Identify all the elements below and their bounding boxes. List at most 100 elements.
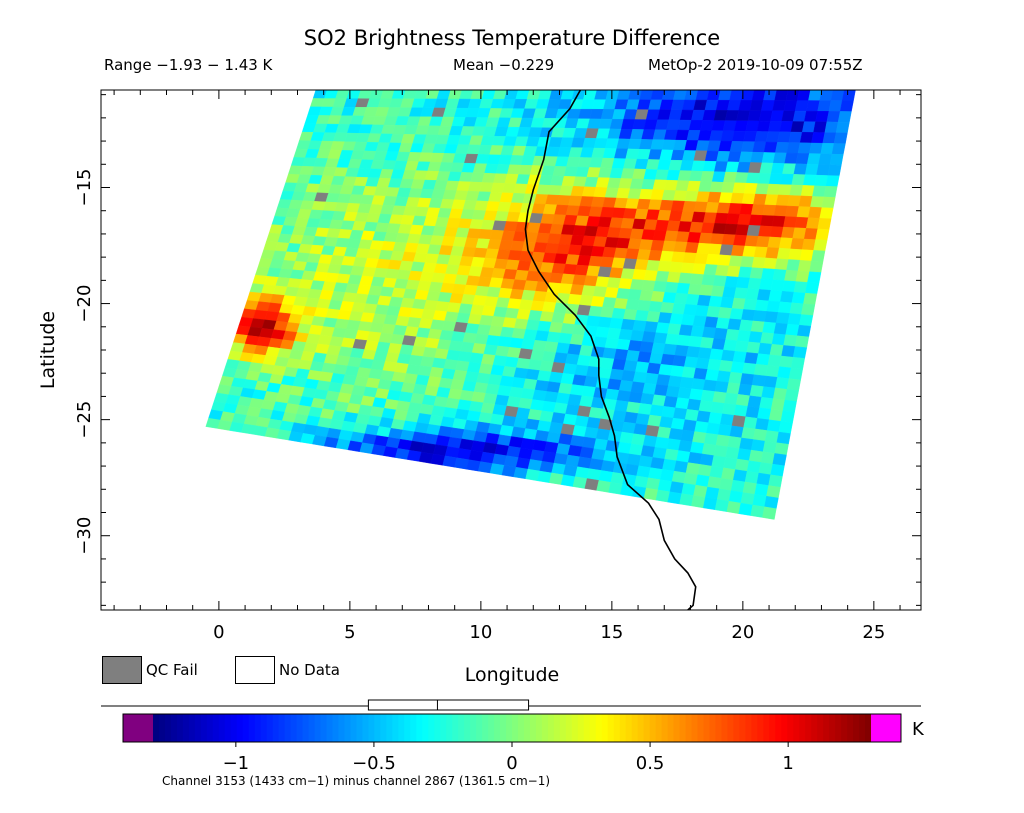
heatmap-cell [727, 318, 742, 331]
heatmap-cell [740, 492, 755, 506]
heatmap-cell [777, 131, 792, 143]
heatmap-cell [596, 480, 611, 493]
colorbar-segment [805, 714, 812, 742]
heatmap-cell [742, 481, 758, 495]
heatmap-cell [625, 350, 641, 362]
qc-fail-swatch [102, 656, 142, 684]
heatmap-cell [501, 415, 517, 428]
colorbar-segment [344, 714, 352, 742]
heatmap-cell [759, 278, 774, 291]
heatmap-cell [794, 216, 809, 229]
heatmap-cell [563, 464, 578, 477]
heatmap-cell [797, 142, 812, 154]
heatmap-cell [673, 460, 689, 474]
heatmap-cell [779, 121, 794, 133]
heatmap-cell [724, 392, 739, 406]
heatmap-cell [803, 292, 818, 305]
heatmap-cell [790, 238, 805, 250]
colorbar-tick-label: 0 [506, 753, 517, 774]
heatmap-cell [719, 413, 735, 427]
colorbar-segment [236, 714, 244, 742]
heatmap-cell [792, 227, 807, 240]
heatmap-cell [817, 100, 832, 112]
heatmap-cell [702, 326, 717, 339]
heatmap-cell [805, 217, 820, 230]
heatmap-cell [758, 225, 773, 238]
colorbar-segment [559, 714, 567, 742]
heatmap-cell [628, 391, 643, 404]
x-tick-label: 15 [600, 622, 623, 643]
heatmap-cell [702, 379, 718, 392]
heatmap-cell [841, 90, 856, 101]
heatmap-cell [762, 321, 777, 334]
colorbar-segment [523, 714, 531, 742]
heatmap-cell [614, 348, 629, 361]
heatmap-cell [752, 310, 767, 323]
heatmap-cell [670, 417, 686, 431]
heatmap-cell [700, 389, 716, 403]
colorbar-segment [775, 714, 782, 742]
heatmap-cell [746, 224, 761, 237]
heatmap-cell [764, 194, 779, 206]
heatmap-cell [780, 410, 795, 424]
heatmap-cell [735, 276, 751, 289]
heatmap-cell [795, 153, 810, 165]
heatmap-cell [593, 438, 609, 451]
colorbar-segment [296, 714, 304, 742]
heatmap-cell [511, 426, 526, 439]
heatmap-cell [684, 409, 700, 422]
heatmap-cell [544, 441, 559, 454]
colorbar-segment [374, 714, 381, 742]
heatmap-cell [747, 395, 762, 408]
heatmap-cell [657, 479, 673, 493]
heatmap-cell [640, 392, 655, 406]
heatmap-cell [659, 416, 674, 429]
colorbar-segment [404, 714, 411, 742]
heatmap-cell [676, 334, 691, 347]
heatmap-cell [668, 428, 684, 441]
heatmap-cell [704, 316, 719, 329]
heatmap-cell [688, 335, 703, 348]
heatmap-cell [681, 483, 696, 496]
colorbar-segment [248, 714, 256, 742]
heatmap-cell [732, 182, 747, 194]
heatmap-cell [775, 141, 790, 154]
heatmap-cell [726, 265, 741, 278]
colorbar-segment [709, 714, 717, 742]
heatmap-cell [651, 342, 666, 355]
colorbar-segment [703, 714, 711, 742]
heatmap-cell [788, 367, 803, 381]
heatmap-cell [707, 358, 722, 371]
colorbar-segment [362, 714, 369, 742]
heatmap-cell [641, 279, 656, 292]
heatmap-cell [677, 387, 692, 400]
heatmap-cell [738, 502, 753, 516]
heatmap-cell [716, 488, 732, 502]
heatmap-cell [696, 410, 711, 423]
heatmap-cell [757, 172, 772, 185]
heatmap-cell [750, 504, 765, 518]
heatmap-cell [518, 447, 533, 460]
heatmap-cell [565, 454, 581, 467]
heatmap-cell [689, 273, 705, 286]
heatmap-cell [772, 152, 787, 164]
heatmap-cell [650, 239, 665, 252]
heatmap-cell [633, 423, 648, 436]
colorbar-segment [434, 714, 441, 742]
colorbar-box-summary [367, 699, 530, 711]
colorbar-segment [368, 714, 375, 742]
no-data-swatch [235, 656, 275, 684]
heatmap-cell [764, 311, 779, 324]
heatmap-cell [687, 283, 702, 296]
heatmap-cell [758, 110, 773, 122]
heatmap-cell [687, 231, 702, 244]
heatmap-cell [713, 444, 728, 458]
colorbar-segment [679, 714, 687, 742]
x-tick-label: 5 [344, 622, 355, 643]
heatmap-cell [642, 435, 658, 448]
heatmap-cell [639, 341, 654, 354]
colorbar-segment [380, 714, 387, 742]
heatmap-cell [764, 430, 780, 443]
heatmap-cell [748, 214, 763, 227]
